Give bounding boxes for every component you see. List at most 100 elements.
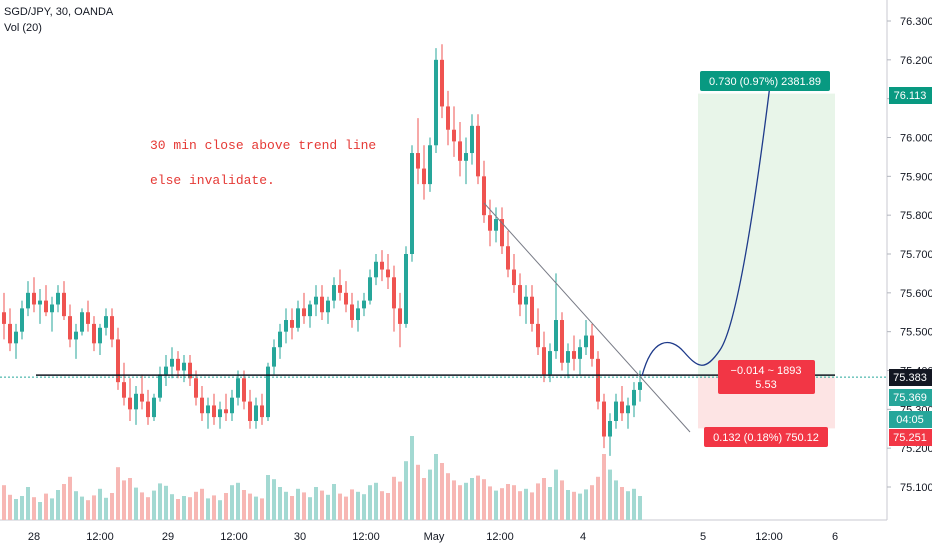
candle[interactable] — [302, 308, 306, 317]
candle[interactable] — [92, 323, 96, 344]
candle[interactable] — [560, 320, 564, 363]
candle[interactable] — [488, 215, 492, 231]
candle[interactable] — [266, 366, 270, 418]
candle[interactable] — [494, 219, 498, 231]
candle[interactable] — [194, 378, 198, 398]
candle[interactable] — [482, 176, 486, 216]
candle[interactable] — [416, 153, 420, 169]
candle[interactable] — [512, 269, 516, 286]
candle[interactable] — [500, 219, 504, 247]
candle[interactable] — [344, 292, 348, 305]
candle[interactable] — [218, 409, 222, 418]
candle[interactable] — [422, 168, 426, 185]
candle[interactable] — [200, 397, 204, 414]
candle[interactable] — [8, 323, 12, 344]
candle[interactable] — [116, 339, 120, 383]
candle[interactable] — [518, 285, 522, 305]
candle[interactable] — [2, 312, 6, 324]
candle[interactable] — [50, 304, 54, 313]
candle[interactable] — [374, 261, 378, 278]
candle[interactable] — [530, 296, 534, 324]
candle[interactable] — [506, 246, 510, 270]
candle[interactable] — [338, 285, 342, 293]
candle[interactable] — [536, 323, 540, 348]
candle[interactable] — [362, 300, 366, 309]
candle[interactable] — [110, 316, 114, 340]
candle[interactable] — [428, 145, 432, 185]
candle[interactable] — [596, 358, 600, 402]
candle[interactable] — [380, 261, 384, 270]
candle[interactable] — [224, 409, 228, 414]
candle[interactable] — [620, 401, 624, 414]
volume-indicator-label[interactable]: Vol (20) — [4, 22, 42, 34]
candle[interactable] — [320, 296, 324, 313]
candle[interactable] — [566, 351, 570, 363]
candle[interactable] — [122, 382, 126, 398]
candle[interactable] — [152, 397, 156, 418]
candle[interactable] — [278, 331, 282, 348]
candle[interactable] — [236, 378, 240, 398]
candle[interactable] — [290, 320, 294, 328]
candle[interactable] — [164, 366, 168, 375]
candle[interactable] — [74, 331, 78, 340]
candle[interactable] — [440, 59, 444, 107]
candle[interactable] — [212, 405, 216, 418]
candle[interactable] — [326, 300, 330, 313]
candle[interactable] — [392, 277, 396, 309]
candle[interactable] — [68, 316, 72, 340]
candle[interactable] — [38, 300, 42, 305]
candle[interactable] — [32, 292, 36, 305]
candle[interactable] — [254, 405, 258, 421]
candle[interactable] — [608, 420, 612, 437]
candle[interactable] — [584, 335, 588, 348]
candle[interactable] — [464, 153, 468, 161]
candle[interactable] — [614, 401, 618, 421]
candle[interactable] — [140, 393, 144, 402]
candle[interactable] — [572, 351, 576, 359]
candle[interactable] — [554, 320, 558, 352]
candle[interactable] — [182, 362, 186, 371]
candle[interactable] — [44, 300, 48, 313]
candle[interactable] — [398, 308, 402, 324]
projection-path[interactable] — [641, 84, 771, 377]
candle[interactable] — [284, 320, 288, 332]
candle[interactable] — [578, 347, 582, 359]
candle[interactable] — [470, 125, 474, 154]
candle[interactable] — [146, 401, 150, 418]
candle[interactable] — [386, 269, 390, 278]
candle[interactable] — [62, 292, 66, 317]
candle[interactable] — [434, 59, 438, 146]
candle[interactable] — [638, 382, 642, 390]
candle[interactable] — [260, 405, 264, 418]
candle[interactable] — [128, 397, 132, 410]
candle[interactable] — [134, 393, 138, 410]
candle[interactable] — [176, 358, 180, 371]
candle[interactable] — [476, 125, 480, 177]
candle[interactable] — [98, 327, 102, 344]
candle[interactable] — [410, 153, 414, 254]
trend-line[interactable] — [483, 202, 691, 433]
candle[interactable] — [458, 141, 462, 161]
candle[interactable] — [188, 362, 192, 379]
candle[interactable] — [80, 312, 84, 332]
candle[interactable] — [296, 308, 300, 328]
candle[interactable] — [446, 106, 450, 130]
candle[interactable] — [626, 405, 630, 414]
candle[interactable] — [332, 285, 336, 301]
candle[interactable] — [356, 308, 360, 321]
candle[interactable] — [590, 335, 594, 359]
candle[interactable] — [452, 129, 456, 142]
symbol-title[interactable]: SGD/JPY, 30, OANDA — [4, 6, 114, 18]
candle[interactable] — [158, 374, 162, 398]
candle[interactable] — [632, 389, 636, 406]
candle[interactable] — [14, 331, 18, 344]
candle[interactable] — [350, 304, 354, 321]
candle[interactable] — [602, 401, 606, 437]
candle[interactable] — [104, 316, 108, 328]
candle[interactable] — [308, 304, 312, 317]
candle[interactable] — [548, 351, 552, 375]
profit-zone[interactable] — [698, 93, 835, 378]
candle[interactable] — [86, 312, 90, 324]
candle[interactable] — [20, 308, 24, 332]
